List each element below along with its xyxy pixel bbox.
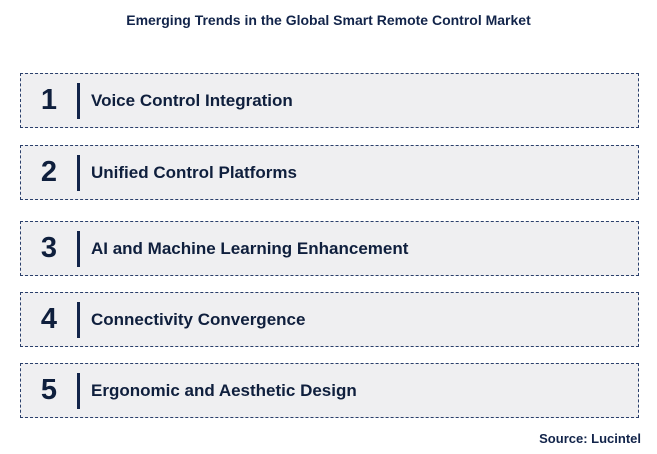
trend-box-5: 5 Ergonomic and Aesthetic Design (20, 363, 639, 418)
trend-number: 3 (40, 232, 58, 264)
trend-divider (77, 231, 80, 267)
trend-divider (77, 155, 80, 191)
trend-number: 5 (40, 374, 58, 406)
trend-divider (77, 373, 80, 409)
trend-label: Unified Control Platforms (91, 162, 297, 182)
trend-box-4: 4 Connectivity Convergence (20, 292, 639, 347)
trend-box-2: 2 Unified Control Platforms (20, 145, 639, 200)
trend-label: Connectivity Convergence (91, 309, 306, 329)
trend-number: 4 (40, 303, 58, 335)
trend-box-3: 3 AI and Machine Learning Enhancement (20, 221, 639, 276)
trend-divider (77, 83, 80, 119)
trend-number: 2 (40, 156, 58, 188)
trend-label: Ergonomic and Aesthetic Design (91, 380, 357, 400)
diagram-title: Emerging Trends in the Global Smart Remo… (126, 12, 531, 28)
source-credit: Source: Lucintel (539, 431, 641, 446)
trend-box-1: 1 Voice Control Integration (20, 73, 639, 128)
trend-divider (77, 302, 80, 338)
trend-label: Voice Control Integration (91, 90, 293, 110)
trend-number: 1 (40, 84, 58, 116)
trend-label: AI and Machine Learning Enhancement (91, 238, 409, 258)
